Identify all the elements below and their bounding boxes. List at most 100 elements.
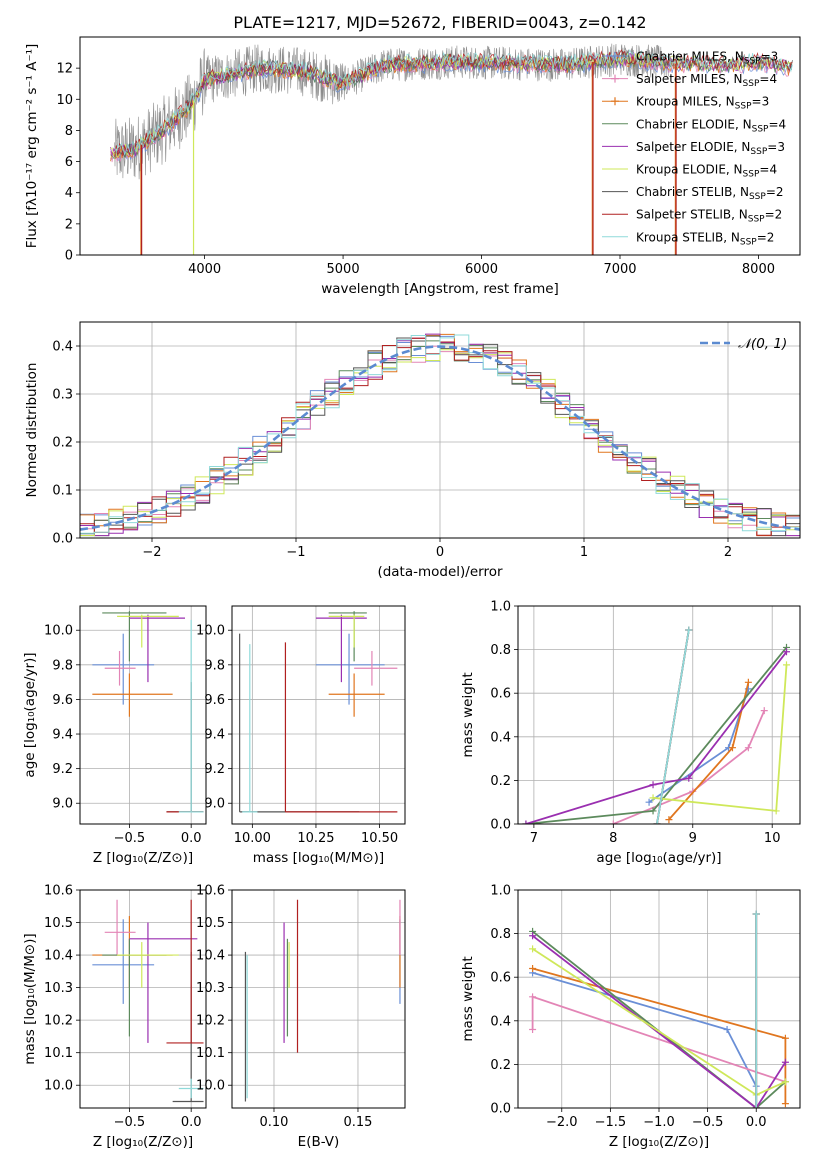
- legend-sub: SSP: [743, 79, 760, 89]
- legend-tail: =2: [766, 185, 784, 199]
- tick-label-y: 10.4: [44, 949, 73, 964]
- x-axis-label: Z [log₁₀(Z/Z⊙)]: [93, 1134, 193, 1150]
- legend: 𝒩(0, 1): [700, 336, 787, 352]
- model-spectrum: [114, 49, 793, 156]
- tick-label-x: 0.0: [181, 831, 202, 846]
- legend-sub: SSP: [740, 237, 757, 247]
- x-axis-label: E(B-V): [298, 1134, 340, 1150]
- legend-sub: SSP: [748, 215, 765, 225]
- data-point: [760, 707, 768, 715]
- tick-label-x: 0.0: [181, 1115, 202, 1130]
- tick-label-y: 9.0: [204, 797, 225, 812]
- tick-label-y: 10.2: [196, 1014, 225, 1029]
- legend-label: Kroupa MILES, NSSP=3: [636, 95, 769, 112]
- weight_vs_age-marks: [522, 626, 790, 824]
- tick-label-x: 8000: [742, 262, 775, 277]
- tick-label-x: 10: [764, 831, 781, 846]
- tick-label-x: 0.10: [260, 1115, 289, 1130]
- tick-label-y: 0.2: [52, 436, 73, 451]
- tick-label-y: 0.4: [52, 340, 73, 355]
- legend-sub: SSP: [735, 102, 752, 112]
- legend-label: Salpeter MILES, NSSP=4: [636, 72, 777, 89]
- legend-label: Kroupa ELODIE, NSSP=4: [636, 163, 777, 180]
- tick-label-x: 0.0: [746, 1115, 767, 1130]
- chart-title: PLATE=1217, MJD=52672, FIBERID=0043, z=0…: [233, 13, 646, 32]
- weight_vs_age-frame: [517, 605, 801, 825]
- legend-tail: =3: [752, 95, 770, 109]
- tick-label-y: 9.2: [204, 762, 225, 777]
- tick-label-x: −1.0: [643, 1115, 675, 1130]
- tick-label-y: 10.1: [196, 1046, 225, 1061]
- tick-label-x: 10.50: [361, 831, 398, 846]
- tick-label-y: 9.4: [204, 728, 225, 743]
- y-axis-label: mass weight: [460, 956, 476, 1041]
- age_vs_Z-axes: −0.5 0.0 9.0 9.2 9.4 9.6 9.8 10.0 Z [log₁₀(Z/Z⊙)…: [22, 606, 206, 866]
- data-point: [782, 648, 790, 656]
- tick-label-y: 10.6: [196, 884, 225, 899]
- tick-label-y: 0.0: [490, 1102, 511, 1117]
- tick-label-y: 9.4: [52, 728, 73, 743]
- tick-label-x: 0.15: [343, 1115, 372, 1130]
- legend-tail: =4: [768, 117, 786, 131]
- tick-label-x: 5000: [327, 262, 360, 277]
- legend-tail: =2: [757, 230, 775, 244]
- tick-label-y: 10.3: [44, 981, 73, 996]
- weight-line: [525, 651, 788, 824]
- weight_vs_Z-frame: [517, 889, 801, 1109]
- legend-name: Salpeter MILES, N: [636, 72, 743, 86]
- tick-label-x: −2.0: [546, 1115, 578, 1130]
- tick-label-x: 10.00: [234, 831, 271, 846]
- tick-label-y: 0.2: [490, 1058, 511, 1073]
- data-point: [529, 964, 537, 972]
- residual-histogram: [80, 349, 800, 536]
- mass_vs_ebv-axes: 0.10 0.15 10.0 10.1 10.2 10.3 10.4 10.5 10.6 E(B-…: [196, 884, 405, 1150]
- mass_vs_ebv-frame: [231, 889, 406, 1109]
- weight_vs_age-axes: 7 8 9 10 0.0 0.2 0.4 0.6 0.8 1.0 age [log₁₀(age/yr…: [460, 600, 800, 866]
- tick-label-y: 9.6: [52, 693, 73, 708]
- tick-label-y: 10.0: [44, 624, 73, 639]
- tick-label-x: 10.25: [297, 831, 334, 846]
- tick-label-y: 10.0: [196, 1079, 225, 1094]
- data-point: [723, 1026, 731, 1034]
- tick-label-y: 9.6: [204, 693, 225, 708]
- spectrum-marks: [110, 43, 793, 255]
- data-point: [649, 794, 657, 802]
- data-point: [744, 678, 752, 686]
- tick-label-x: 7000: [603, 262, 636, 277]
- data-point: [649, 807, 657, 815]
- x-axis-label: mass [log₁₀(M/M⊙)]: [253, 850, 384, 866]
- tick-label-x: 9: [689, 831, 697, 846]
- data-point: [781, 1078, 789, 1086]
- legend-name: Chabrier ELODIE, N: [636, 117, 752, 131]
- tick-label-x: 6000: [465, 262, 498, 277]
- tick-label-y: 8: [65, 124, 73, 139]
- weight_vs_Z-axes: −2.0 −1.5 −1.0 −0.5 0.0 0.0 0.2 0.4 0.6 0.8 1.0 Z […: [460, 884, 800, 1150]
- tick-label-y: 10.4: [196, 949, 225, 964]
- tick-label-y: 1.0: [490, 884, 511, 899]
- mass_vs_Z-axes: −0.5 0.0 10.0 10.1 10.2 10.3 10.4 10.5 10.6 Z [lo…: [22, 884, 206, 1150]
- tick-label-y: 9.0: [52, 797, 73, 812]
- legend-name: Chabrier MILES, N: [636, 50, 744, 64]
- age_vs_Z-frame: [79, 605, 207, 825]
- tick-label-y: 0.2: [490, 774, 511, 789]
- tick-label-y: 0.4: [490, 730, 511, 745]
- age_vs_mass-frame: [231, 605, 406, 825]
- data-point: [744, 744, 752, 752]
- legend-tail: =3: [767, 140, 785, 154]
- tick-label-x: −0.5: [692, 1115, 724, 1130]
- tick-label-y: 9.8: [52, 658, 73, 673]
- mass_vs_Z-frame: [79, 889, 207, 1109]
- x-axis-label: Z [log₁₀(Z/Z⊙)]: [93, 850, 193, 866]
- x-axis-label: wavelength [Angstrom, rest frame]: [321, 281, 559, 297]
- legend-tail: =4: [759, 163, 777, 177]
- mass_vs_ebv-marks: [244, 899, 401, 1102]
- data-point: [529, 945, 537, 953]
- tick-label-x: −2: [142, 545, 161, 560]
- tick-label-y: 10.5: [196, 916, 225, 931]
- residuals-axes: −2 −1 0 1 2 0.0 0.1 0.2 0.3 0.4 (data-model)/error…: [24, 322, 800, 580]
- legend-sub: SSP: [743, 170, 760, 180]
- tick-label-x: 4000: [188, 262, 221, 277]
- tick-label-y: 0.8: [490, 643, 511, 658]
- x-axis-label: age [log₁₀(age/yr)]: [596, 850, 721, 866]
